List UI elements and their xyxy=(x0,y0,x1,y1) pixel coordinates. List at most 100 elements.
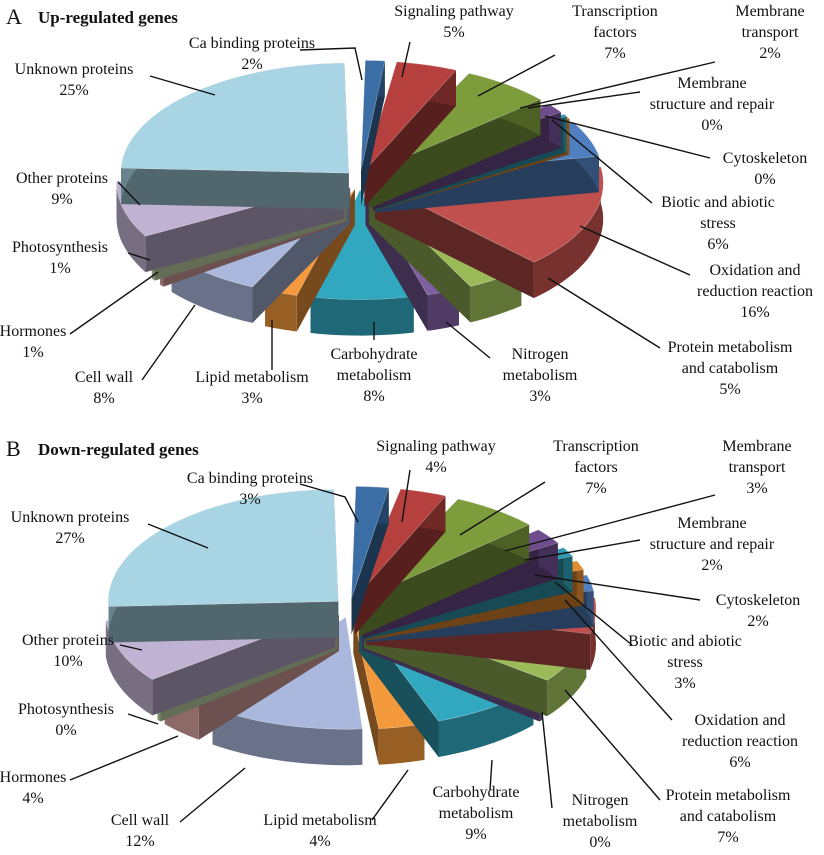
slice-unknown-proteins xyxy=(107,489,339,643)
slice-label-text: Nitrogen metabolism 0% xyxy=(563,792,638,850)
label-nitrogen-metabolism: Nitrogen metabolism 0% xyxy=(541,711,638,851)
leader-line xyxy=(401,469,411,523)
label-cytoskeleton: Cytoskeleton 2% xyxy=(534,574,800,630)
label-transcription-factors: Transcription factors 7% xyxy=(477,3,658,97)
slice-label-line: 0% xyxy=(55,722,76,739)
leader-line xyxy=(504,494,716,552)
slice-label-line: factors xyxy=(593,24,637,41)
panel-b-letter: B xyxy=(6,436,21,461)
slice-side-wall xyxy=(364,70,456,207)
slice-label-line: 7% xyxy=(717,829,738,846)
slice-label-line: 2% xyxy=(759,45,780,62)
slice-label-line: 27% xyxy=(55,530,84,547)
slice-label-line: 2% xyxy=(241,56,262,73)
slice-label-line: reduction reaction xyxy=(682,733,798,750)
slice-label-line: 2% xyxy=(701,557,722,574)
slice-label-line: 3% xyxy=(529,388,550,405)
label-biotic-and-abiotic-stress: Biotic and abiotic stress 6% xyxy=(551,119,775,253)
leader-line xyxy=(544,115,711,159)
slice-label-text: Cell wall 8% xyxy=(75,369,134,407)
slice-ca-binding-proteins xyxy=(351,486,390,635)
slice-label-text: Biotic and abiotic stress 3% xyxy=(628,633,742,692)
slice-label-line: metabolism xyxy=(563,813,638,830)
slice-label-line: Nitrogen xyxy=(572,792,629,809)
slice-label-line: 12% xyxy=(125,833,154,850)
slice-label-text: Cytoskeleton 2% xyxy=(716,592,800,630)
slice-label-line: structure and repair xyxy=(650,536,775,553)
slice-label-line: 0% xyxy=(754,171,775,188)
slice-label-text: Other proteins 10% xyxy=(22,632,114,670)
slice-label-line: 0% xyxy=(589,834,610,850)
panel-b: B Down-regulated genes Ca binding protei… xyxy=(0,436,800,851)
leader-line xyxy=(147,523,209,549)
panel-a: A Up-regulated genes Ca binding proteins… xyxy=(0,3,813,407)
leader-line xyxy=(477,54,556,97)
slice-label-line: Carbohydrate xyxy=(330,346,417,363)
slice-label-line: Cytoskeleton xyxy=(716,592,800,609)
leader-line xyxy=(541,711,553,809)
slice-top-signaling-pathway xyxy=(364,61,457,172)
slice-label-line: 3% xyxy=(241,390,262,407)
slice-label-line: 5% xyxy=(443,24,464,41)
label-membrane-transport: Membrane transport 2% xyxy=(519,3,805,109)
leader-line xyxy=(519,61,716,109)
slice-signaling-pathway xyxy=(364,61,457,207)
slice-unknown-proteins xyxy=(120,62,350,210)
slice-label-line: Photosynthesis xyxy=(18,701,114,718)
slice-label-line: Oxidation and xyxy=(694,712,785,729)
label-hormones: Hormones 4% xyxy=(0,735,179,807)
slice-rim xyxy=(549,104,561,148)
leader-line xyxy=(489,759,493,791)
slice-side-wall xyxy=(351,487,389,635)
label-signaling-pathway: Signaling pathway 4% xyxy=(376,438,496,523)
slice-label-text: Cell wall 12% xyxy=(111,812,170,850)
slice-label-text: Transcription factors 7% xyxy=(553,438,639,497)
slice-label-line: 4% xyxy=(22,790,43,807)
slice-label-line: Ca binding proteins xyxy=(189,35,315,52)
slice-label-line: Membrane xyxy=(677,515,746,532)
slice-label-line: 2% xyxy=(747,613,768,630)
slice-label-line: Hormones xyxy=(0,323,66,340)
slice-label-line: 8% xyxy=(363,388,384,405)
slice-label-line: Ca binding proteins xyxy=(187,470,313,487)
leader-line xyxy=(564,689,661,801)
slice-rim xyxy=(566,116,570,155)
slice-label-line: Lipid metabolism xyxy=(263,812,377,829)
slice-rim xyxy=(576,560,584,606)
leader-line xyxy=(524,539,641,561)
slice-label-text: Photosynthesis 1% xyxy=(12,239,108,277)
slice-rim xyxy=(533,166,604,299)
slice-label-line: transport xyxy=(729,459,786,476)
slice-label-line: and catabolism xyxy=(682,360,779,377)
leader-line xyxy=(459,481,546,536)
leader-line xyxy=(127,252,151,261)
slice-label-line: 16% xyxy=(740,304,769,321)
slice-top-signaling-pathway xyxy=(354,488,446,599)
slice-label-line: structure and repair xyxy=(650,96,775,113)
slice-label-line: metabolism xyxy=(439,805,514,822)
slice-label-line: 8% xyxy=(93,390,114,407)
slice-label-line: 1% xyxy=(49,260,70,277)
label-photosynthesis: Photosynthesis 1% xyxy=(12,239,151,277)
label-membrane-structure-and-repair: Membrane structure and repair 0% xyxy=(527,75,775,134)
leader-line xyxy=(445,321,491,359)
slice-top-ca-binding-proteins xyxy=(360,60,386,171)
slice-label-line: metabolism xyxy=(337,367,412,384)
leader-line xyxy=(299,47,363,81)
slice-rim xyxy=(212,708,363,766)
leader-line xyxy=(117,181,141,206)
label-lipid-metabolism: Lipid metabolism 4% xyxy=(263,769,409,850)
slice-label-line: Unknown proteins xyxy=(15,61,134,78)
label-carbohydrate-metabolism: Carbohydrate metabolism 8% xyxy=(330,322,418,405)
label-lipid-metabolism: Lipid metabolism 3% xyxy=(195,320,309,407)
label-other-proteins: Other proteins 10% xyxy=(22,632,143,670)
leader-line xyxy=(69,271,159,335)
slice-label-line: Nitrogen xyxy=(512,346,569,363)
slice-label-line: Photosynthesis xyxy=(12,239,108,256)
panel-a-letter: A xyxy=(6,4,22,29)
slice-rim xyxy=(105,620,153,716)
slice-side-wall xyxy=(121,168,349,210)
slice-label-line: 6% xyxy=(707,236,728,253)
